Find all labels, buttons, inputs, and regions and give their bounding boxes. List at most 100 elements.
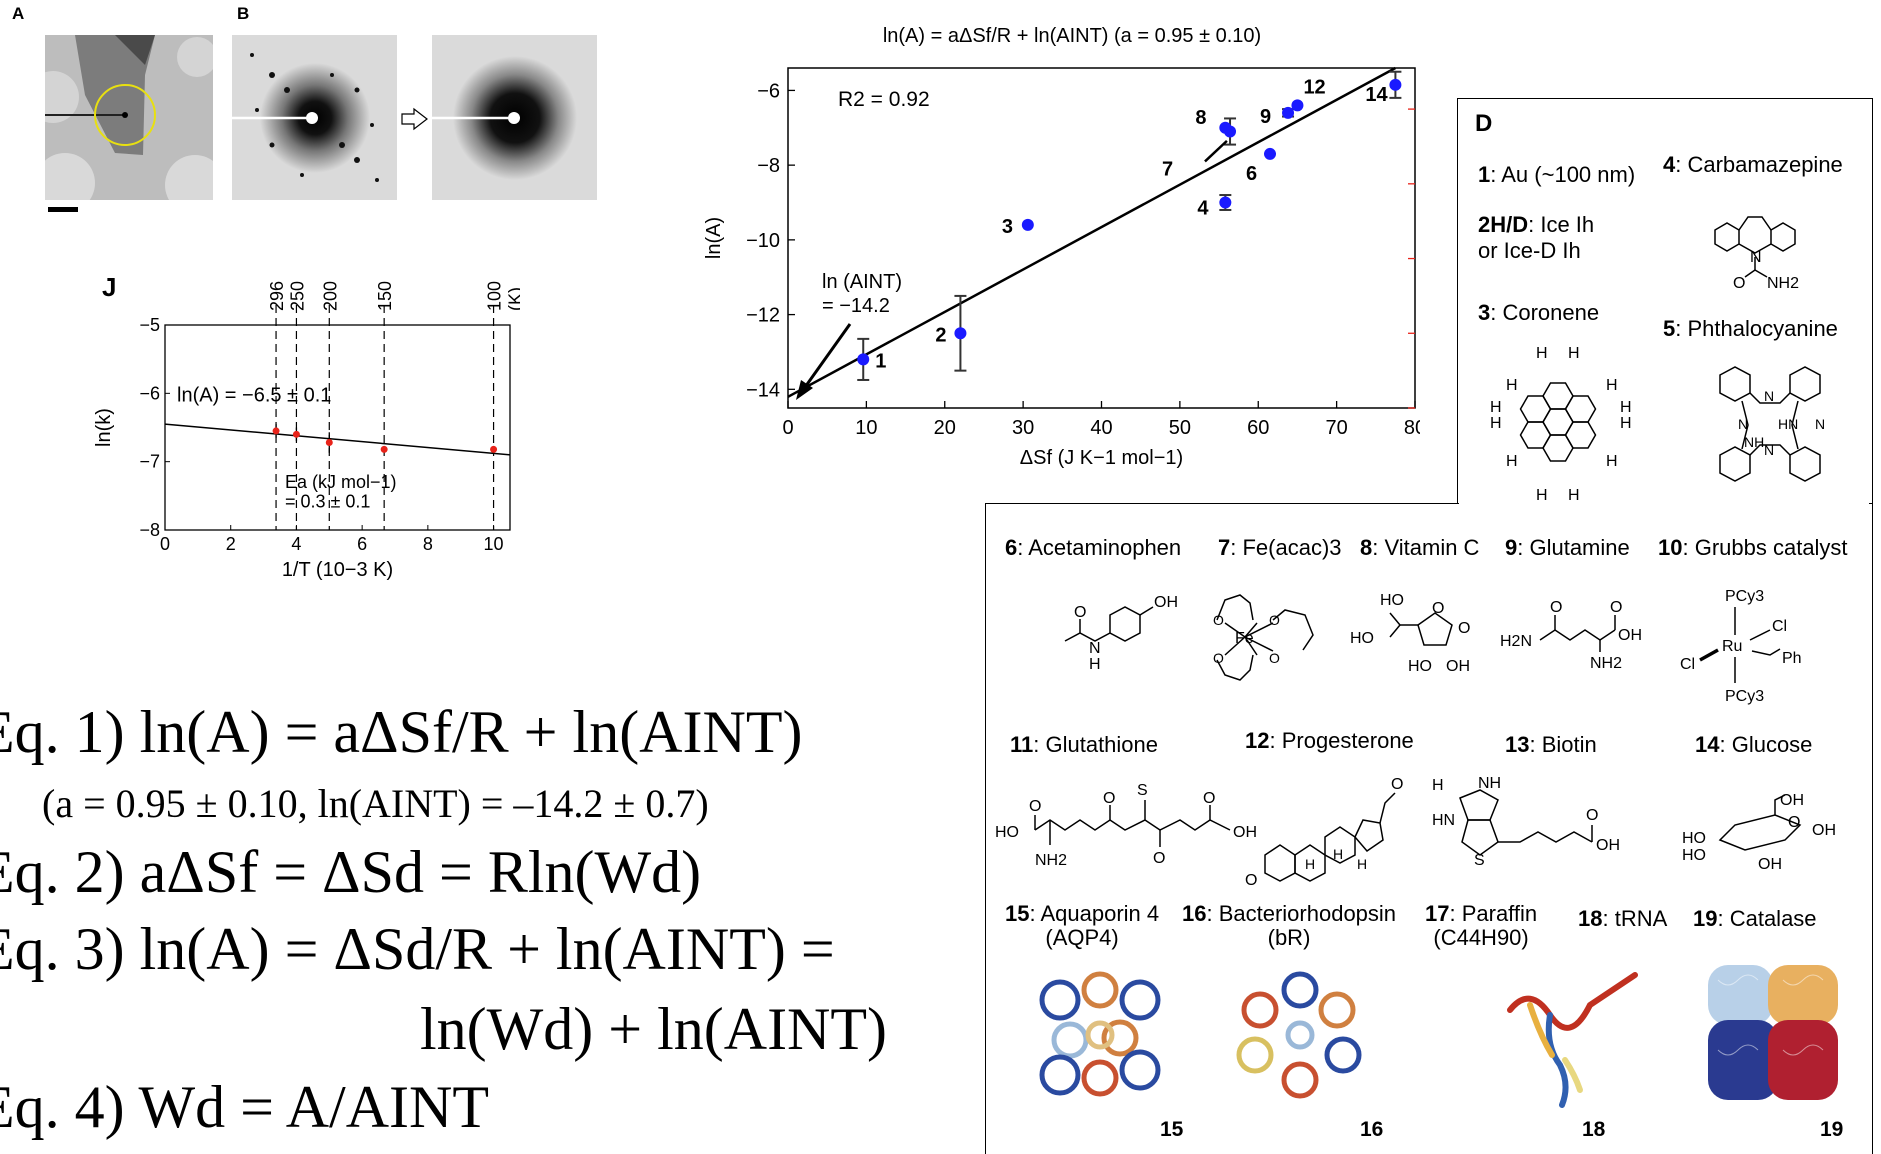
atom-oh: OH bbox=[1758, 856, 1782, 873]
atom-hn: HN bbox=[1778, 416, 1798, 432]
protein-16-number: 16 bbox=[1360, 1118, 1384, 1141]
tem-micrograph bbox=[45, 35, 213, 200]
atom-o: O bbox=[1213, 612, 1224, 628]
atom-h: H bbox=[1536, 487, 1548, 504]
j-top-tick-label: 250 bbox=[287, 281, 307, 311]
compound-5-label: 5: Phthalocyanine bbox=[1663, 316, 1838, 341]
atom-ho: HO bbox=[1682, 847, 1706, 864]
intercept-arrowhead bbox=[796, 380, 813, 400]
atom-o: O bbox=[1245, 872, 1257, 889]
atom-pcy3: PCy3 bbox=[1725, 688, 1764, 705]
atom-h: H bbox=[1536, 345, 1548, 362]
atom-ho: HO bbox=[1408, 658, 1432, 675]
j-top-tick-label: 150 bbox=[375, 281, 395, 311]
data-point-12 bbox=[1291, 99, 1304, 112]
data-point-1 bbox=[857, 353, 870, 366]
atom-n: N bbox=[1764, 442, 1774, 458]
atom-n: N bbox=[1815, 416, 1825, 432]
vitaminc-structure: HO HO O O HO OH bbox=[1350, 592, 1470, 675]
intercept-arrow bbox=[801, 323, 852, 391]
compound-2-label: 2H/D: Ice Ih or Ice-D Ih bbox=[1478, 212, 1595, 263]
data-point-label-3: 3 bbox=[1002, 216, 1013, 238]
j-x-tick-label: 10 bbox=[484, 534, 504, 554]
fit-line bbox=[787, 66, 1397, 398]
j-data-point bbox=[272, 427, 280, 435]
x-tick-label: 70 bbox=[1326, 417, 1348, 439]
j-data-point bbox=[325, 439, 333, 447]
catalase-ribbon bbox=[1708, 965, 1838, 1100]
atom-h: H bbox=[1568, 487, 1580, 504]
atom-pcy3: PCy3 bbox=[1725, 588, 1764, 605]
data-point-label-12: 12 bbox=[1303, 76, 1325, 98]
carbamazepine-structure: N O NH2 bbox=[1714, 216, 1799, 290]
x-tick-label: 60 bbox=[1247, 417, 1269, 439]
x-tick-label: 30 bbox=[1012, 417, 1034, 439]
x-tick-label: 20 bbox=[934, 417, 956, 439]
data-point-label-7: 7 bbox=[1162, 159, 1173, 181]
atom-o: O bbox=[1550, 599, 1562, 616]
panel-label-b: B bbox=[237, 4, 250, 23]
atom-h: H bbox=[1357, 856, 1367, 872]
acetaminophen-structure: OH O N H bbox=[1064, 594, 1178, 673]
j-top-tick-label: 200 bbox=[320, 281, 340, 311]
atom-o: O bbox=[1153, 850, 1165, 867]
compound-3-label: 3: Coronene bbox=[1478, 300, 1600, 325]
atom-oh: OH bbox=[1596, 837, 1620, 854]
x-tick-label: 10 bbox=[855, 417, 877, 439]
data-point-label-9: 9 bbox=[1260, 106, 1271, 128]
data-point-3 bbox=[1021, 218, 1034, 231]
x-axis-label: ΔSf (J K−1 mol−1) bbox=[1020, 447, 1183, 469]
x-tick-label: 0 bbox=[782, 417, 793, 439]
progesterone-structure: O O H H H bbox=[1245, 776, 1403, 889]
atom-n: N bbox=[1764, 388, 1774, 404]
atom-ho: HO bbox=[1350, 630, 1374, 647]
atom-n: N bbox=[1738, 416, 1748, 432]
data-point-label-14: 14 bbox=[1365, 84, 1388, 106]
arrow-right-icon bbox=[401, 107, 428, 131]
panel-label-a: A bbox=[12, 4, 25, 23]
point-7-arrow bbox=[1204, 139, 1228, 163]
j-data-point bbox=[292, 430, 300, 438]
compound-7-label: 7: Fe(acac)3 bbox=[1218, 535, 1342, 560]
compound-17-label: 17: Paraffin (C44H90) bbox=[1425, 901, 1538, 950]
j-y-axis-label: ln(k) bbox=[93, 408, 115, 447]
atom-nh2: NH2 bbox=[1035, 852, 1067, 869]
coronene-structure: H HH HH HH HH HH H bbox=[1490, 345, 1632, 504]
data-point-label-1: 1 bbox=[875, 350, 886, 372]
compound-13-label: 13: Biotin bbox=[1505, 732, 1597, 757]
atom-h2n: H2N bbox=[1500, 633, 1532, 650]
main-chart-title: ln(A) = aΔSf/R + ln(AINT) (a = 0.95 ± 0.… bbox=[883, 25, 1261, 47]
j-data-point bbox=[380, 445, 388, 453]
atom-o: O bbox=[1103, 790, 1115, 807]
main-entropy-chart: ln(A) = aΔSf/R + ln(AINT) (a = 0.95 ± 0.… bbox=[703, 25, 1420, 469]
atom-oh: OH bbox=[1446, 658, 1470, 675]
data-point-14 bbox=[1389, 78, 1402, 91]
j-annotation-ea-value: = 0.3 ± 0.1 bbox=[285, 491, 370, 511]
data-point-4 bbox=[1219, 196, 1232, 209]
j-x-axis-label: 1/T (10−3 K) bbox=[282, 559, 393, 581]
compound-10-label: 10: Grubbs catalyst bbox=[1658, 535, 1848, 560]
atom-o: O bbox=[1458, 620, 1470, 637]
data-point-8 bbox=[1219, 121, 1232, 134]
atom-o: O bbox=[1586, 807, 1598, 824]
data-point-label-2: 2 bbox=[935, 324, 946, 346]
data-point-label-6: 6 bbox=[1246, 163, 1257, 185]
atom-o: O bbox=[1213, 650, 1224, 666]
atom-ru: Ru bbox=[1722, 638, 1742, 655]
trna-ribbon bbox=[1507, 972, 1638, 1108]
atom-h: H bbox=[1506, 453, 1518, 470]
atom-s: S bbox=[1474, 852, 1485, 869]
atom-o: O bbox=[1733, 275, 1745, 290]
compound-1-label: 1: Au (~100 nm) bbox=[1478, 162, 1636, 187]
equation-1-constants: (a = 0.95 ± 0.10, ln(AINT) = –14.2 ± 0.7… bbox=[42, 781, 709, 826]
atom-n: N bbox=[1750, 249, 1762, 266]
j-top-tick-label: 296 bbox=[267, 281, 287, 311]
atom-cl: Cl bbox=[1680, 656, 1695, 673]
compound-8-label: 8: Vitamin C bbox=[1360, 535, 1480, 560]
atom-o: O bbox=[1391, 776, 1403, 793]
glutathione-structure: HO O NH2 O S O O OH bbox=[995, 782, 1257, 869]
atom-h: H bbox=[1620, 399, 1632, 416]
atom-h: H bbox=[1506, 377, 1518, 394]
j-y-tick-label: −6 bbox=[139, 383, 160, 403]
grubbs-structure: PCy3 Ru Cl Cl Ph PCy3 bbox=[1680, 588, 1802, 705]
